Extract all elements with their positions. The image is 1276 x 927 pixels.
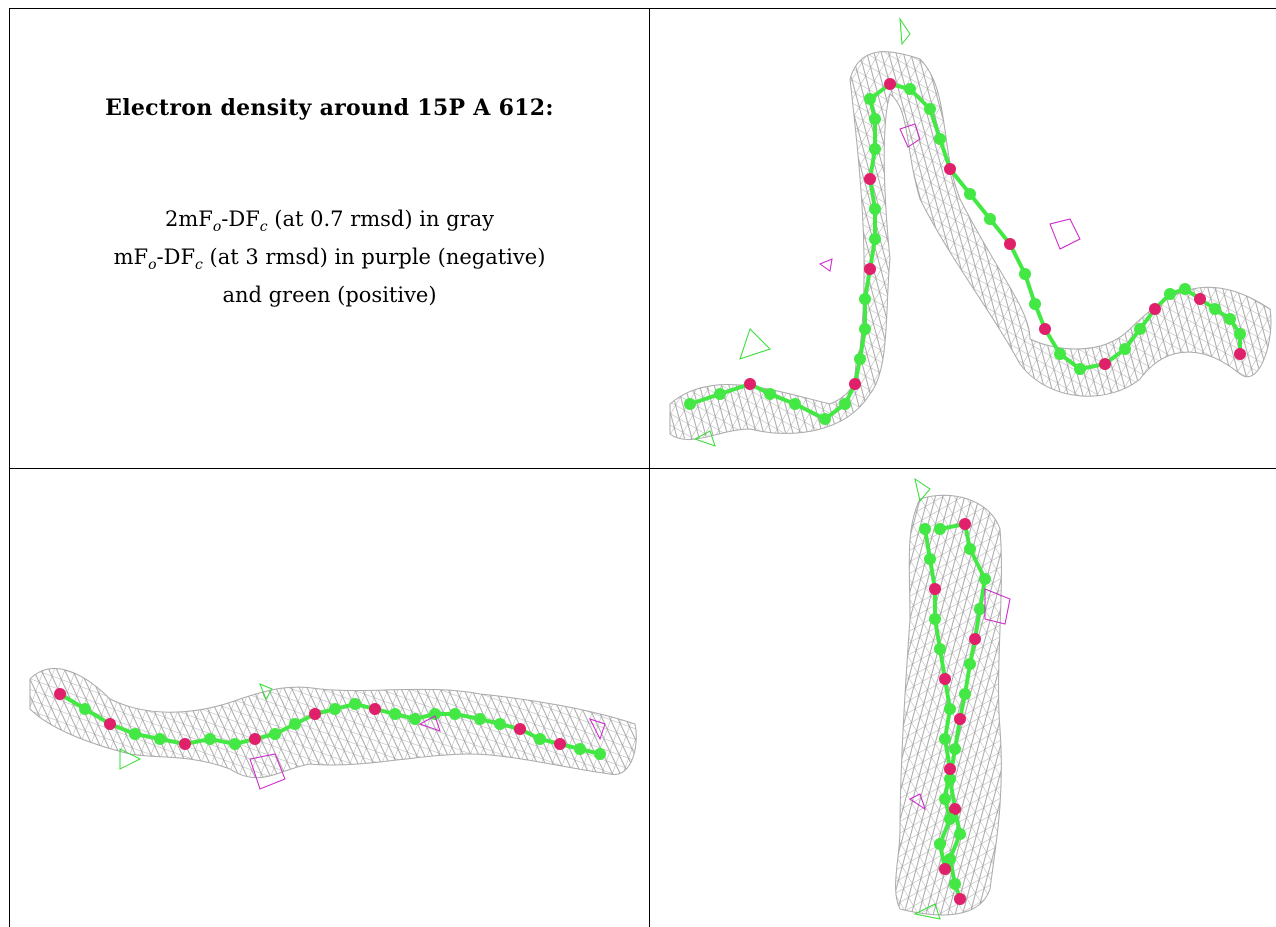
legend-purple-desc: (at 3 rmsd) in purple (negative) [202, 245, 546, 270]
atoms [54, 688, 606, 760]
figure-title: Electron density around 15P A 612: [105, 95, 554, 121]
table-border-top [9, 8, 1276, 9]
table-border-middle [9, 468, 1276, 469]
view-bottom-left [10, 469, 649, 927]
table-border-center [649, 8, 650, 927]
density-view-side [29, 668, 637, 790]
view-bottom-right [650, 469, 1276, 927]
legend-sub-c-2: c [195, 257, 203, 274]
density-view-end-on [895, 477, 1011, 920]
legend-text: 2mFo-DFc (at 0.7 rmsd) in gray mFo-DFc (… [10, 204, 649, 310]
legend-df-2: -DF [156, 245, 196, 270]
density-mesh [29, 668, 637, 779]
legend-sub-c: c [259, 219, 268, 236]
legend-green-desc: and green (positive) [222, 283, 437, 308]
difference-density [119, 683, 606, 790]
density-mesh [669, 51, 1272, 441]
legend-line-2fo-fc: 2mFo-DFc (at 0.7 rmsd) in gray [10, 204, 649, 242]
legend-line-fo-fc: mFo-DFc (at 3 rmsd) in purple (negative) [10, 242, 649, 280]
view-top-right [650, 9, 1276, 468]
legend-2mf: 2mF [164, 207, 213, 231]
caption-cell: Electron density around 15P A 612: 2mFo-… [10, 9, 649, 468]
atoms [919, 518, 991, 905]
legend-gray-desc: (at 0.7 rmsd) in gray [267, 207, 495, 231]
table-border-left [9, 8, 10, 927]
difference-density [693, 17, 1081, 447]
density-view-front [669, 17, 1272, 447]
atoms [684, 78, 1246, 425]
difference-density [909, 477, 1011, 920]
ligand-chain [939, 521, 988, 900]
legend-sub-o: o [212, 219, 222, 236]
legend-mf: mF [113, 245, 149, 270]
legend-sub-o-2: o [148, 257, 157, 274]
legend-df: -DF [221, 207, 260, 231]
